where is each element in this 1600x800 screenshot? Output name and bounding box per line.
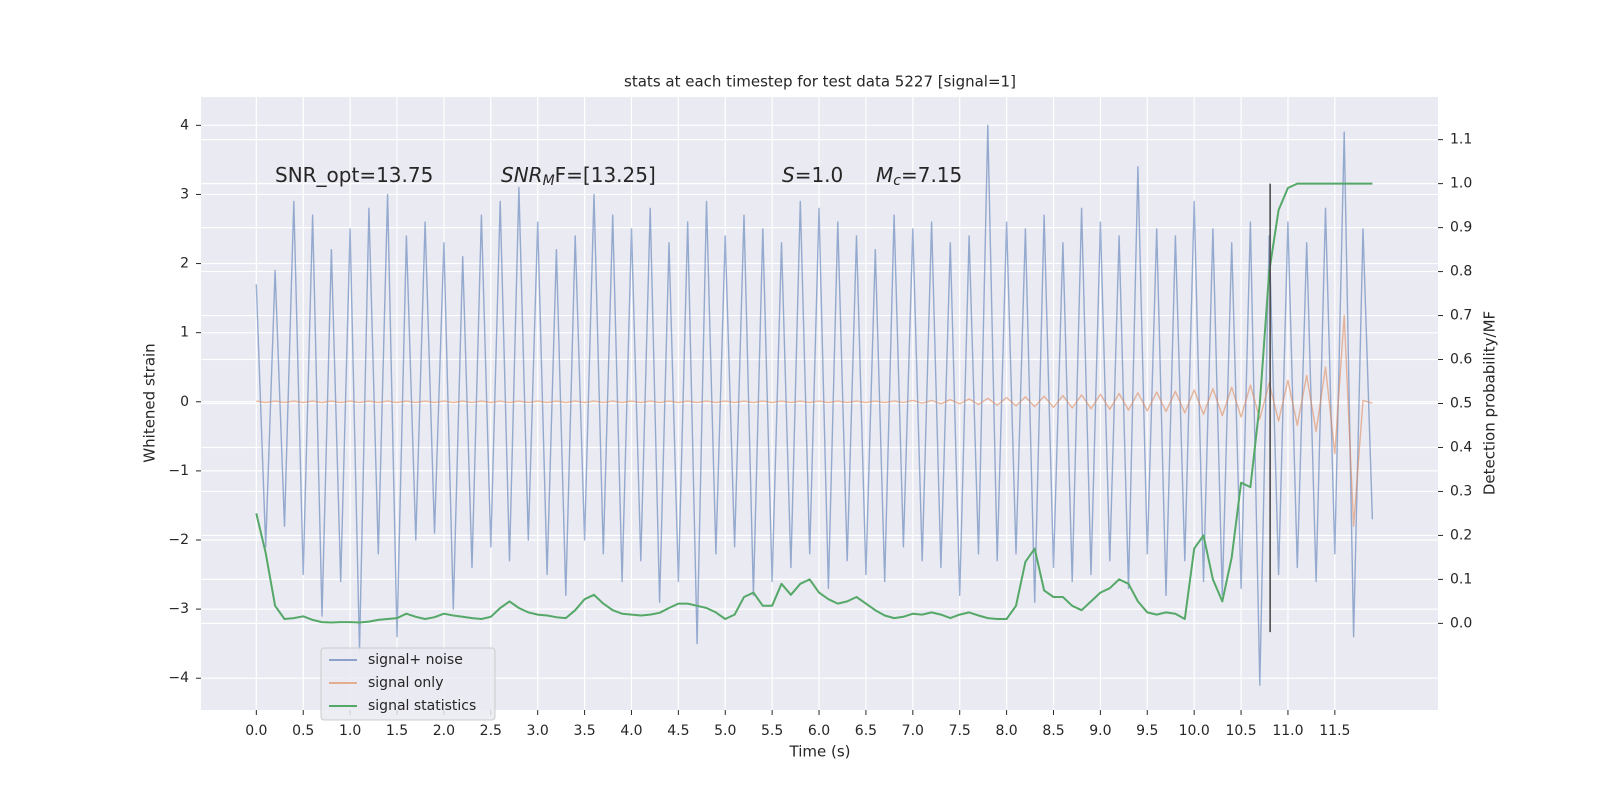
y-tick-label: −4 [168, 670, 189, 686]
y2-tick-label: 0.0 [1450, 615, 1472, 631]
x-tick-label: 4.5 [667, 723, 689, 739]
annotation-text: M [876, 163, 893, 187]
y2-tick-label: 0.8 [1450, 264, 1472, 280]
y-tick-label: −1 [168, 463, 189, 479]
legend-box [320, 647, 496, 721]
y2-tick-label: 0.1 [1450, 571, 1472, 587]
annotation-subscript: M [543, 173, 555, 189]
x-tick-label: 11.5 [1319, 723, 1350, 739]
y-tick-label: 4 [180, 117, 189, 133]
x-tick-label: 5.5 [761, 723, 783, 739]
x-tick-label: 7.0 [902, 723, 924, 739]
annotation: SNR_opt=13.75 [275, 163, 433, 187]
x-tick-label: 10.5 [1225, 723, 1256, 739]
y-tick-label: −3 [168, 601, 189, 617]
annotation: Mc=7.15 [876, 163, 962, 190]
x-tick-label: 11.0 [1272, 723, 1303, 739]
y2-tick-label: 0.3 [1450, 483, 1472, 499]
legend-label: signal statistics [368, 698, 476, 714]
legend-label: signal only [368, 675, 443, 691]
x-tick-label: 3.0 [527, 723, 549, 739]
annotation-rest: F=[13.25] [555, 163, 656, 187]
annotation-rest: =1.0 [795, 163, 844, 187]
y-tick-label: 0 [180, 394, 189, 410]
y2-tick-label: 0.4 [1450, 439, 1472, 455]
annotation-text: SNR [501, 163, 543, 187]
y2-tick-label: 0.6 [1450, 352, 1472, 368]
annotation: S=1.0 [782, 163, 843, 187]
series-line [256, 314, 1373, 527]
x-tick-label: 8.5 [1042, 723, 1064, 739]
x-tick-label: 4.0 [620, 723, 642, 739]
x-tick-label: 1.5 [386, 723, 408, 739]
chart-title: stats at each timestep for test data 522… [624, 73, 1016, 91]
series-line [255, 124, 1374, 686]
annotation-rest: =7.15 [901, 163, 962, 187]
y2-tick-label: 0.7 [1450, 308, 1472, 324]
x-tick-label: 7.5 [949, 723, 971, 739]
x-axis-label: Time (s) [789, 743, 851, 761]
y-tick-label: −2 [168, 532, 189, 548]
annotation-text: S [782, 163, 795, 187]
x-tick-label: 10.0 [1179, 723, 1210, 739]
y-tick-label: 2 [180, 256, 189, 272]
x-tick-label: 1.0 [339, 723, 361, 739]
series-line [255, 182, 1373, 624]
x-tick-label: 6.5 [855, 723, 877, 739]
annotation-subscript: c [893, 173, 901, 189]
y-axis-label: Whitened strain [141, 343, 159, 462]
y2-tick-label: 1.0 [1450, 176, 1472, 192]
y2-axis-label: Detection probability/MF [1481, 311, 1499, 495]
y2-tick-label: 0.2 [1450, 527, 1472, 543]
annotation-text: SNR_opt=13.75 [275, 163, 433, 187]
x-tick-label: 9.5 [1136, 723, 1158, 739]
x-tick-label: 5.0 [714, 723, 736, 739]
y-tick-label: 1 [180, 325, 189, 341]
x-tick-label: 0.5 [292, 723, 314, 739]
y2-tick-label: 1.1 [1450, 132, 1472, 148]
y2-tick-label: 0.5 [1450, 396, 1472, 412]
x-tick-label: 9.0 [1089, 723, 1111, 739]
x-tick-label: 2.5 [480, 723, 502, 739]
annotation: SNRMF=[13.25] [501, 163, 656, 190]
x-tick-label: 3.5 [573, 723, 595, 739]
x-tick-label: 2.0 [433, 723, 455, 739]
x-tick-label: 8.0 [995, 723, 1017, 739]
y-tick-label: 3 [180, 186, 189, 202]
x-tick-label: 6.0 [808, 723, 830, 739]
legend-label: signal+ noise [368, 652, 463, 668]
y2-tick-label: 0.9 [1450, 220, 1472, 236]
x-tick-label: 0.0 [245, 723, 267, 739]
